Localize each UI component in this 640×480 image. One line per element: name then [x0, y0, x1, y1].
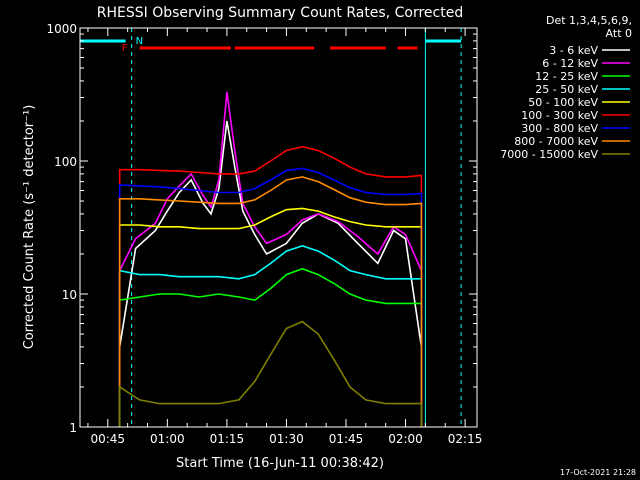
legend-label: 25 - 50 keV — [535, 83, 598, 96]
legend-label: 50 - 100 keV — [528, 96, 598, 109]
legend-label: 800 - 7000 keV — [514, 135, 598, 148]
series-line — [118, 267, 423, 427]
legend-label: 12 - 25 keV — [535, 70, 598, 83]
y-tick-label: 10 — [62, 288, 77, 302]
y-tick-label: 1000 — [46, 22, 77, 36]
series-line — [118, 320, 423, 427]
y-axis: 1 10 100 1000 — [46, 22, 477, 435]
x-tick-label: 01:45 — [329, 432, 364, 446]
legend-label: 3 - 6 keV — [549, 44, 598, 57]
legend-label: 7000 - 15000 keV — [500, 148, 598, 161]
series-line — [118, 120, 423, 427]
y-axis-label: Corrected Count Rate (s⁻¹ detector⁻¹) — [22, 105, 37, 350]
y-tick-label: 1 — [69, 421, 77, 435]
legend-label: 100 - 300 keV — [521, 109, 598, 122]
x-axis: 00:45 01:00 01:15 01:30 01:45 02:00 02:15 — [87, 28, 483, 446]
x-axis-label: Start Time (16-Jun-11 00:38:42) — [176, 456, 384, 471]
plot-area: FN — [80, 28, 462, 427]
x-tick-label: 01:15 — [210, 432, 245, 446]
series-line — [118, 245, 423, 427]
legend-label: 6 - 12 keV — [542, 57, 598, 70]
x-tick-label: 00:45 — [90, 432, 125, 446]
x-tick-label: 02:15 — [448, 432, 483, 446]
series-line — [118, 145, 423, 427]
series-line — [118, 167, 423, 427]
legend-header-line-1: Det 1,3,4,5,6,9, — [546, 14, 632, 27]
x-tick-label: 02:00 — [388, 432, 423, 446]
x-tick-label: 01:00 — [150, 432, 185, 446]
chart-title: RHESSI Observing Summary Count Rates, Co… — [97, 5, 463, 21]
legend-header-line-2: Att 0 — [606, 27, 632, 40]
legend-label: 300 - 800 keV — [521, 122, 598, 135]
footer-timestamp: 17-Oct-2021 21:28 — [560, 468, 636, 477]
flag-label-n: N — [136, 36, 143, 47]
plot-frame — [79, 27, 478, 428]
x-tick-label: 01:30 — [269, 432, 304, 446]
series-line — [118, 176, 423, 427]
series-line — [118, 91, 423, 427]
series-line — [118, 207, 423, 427]
flag-label-f: F — [122, 43, 128, 54]
y-tick-label: 100 — [54, 155, 77, 169]
